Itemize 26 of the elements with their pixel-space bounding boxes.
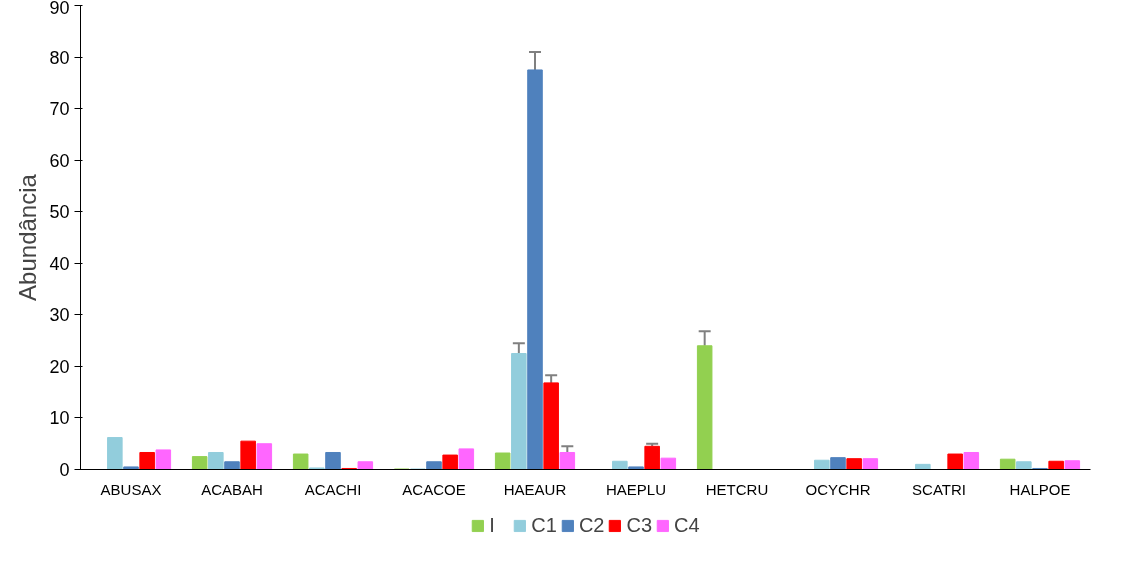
legend-label: C1: [531, 513, 557, 537]
y-tick-label: 40: [49, 253, 70, 274]
y-tick-label: 50: [49, 202, 70, 223]
x-tick-label: HAEPLU: [605, 480, 667, 498]
x-tick-label: SCATRI: [912, 480, 966, 498]
y-axis-title: Abundância: [14, 173, 42, 301]
x-tick-label: HALPOE: [1009, 480, 1071, 498]
x-tick-label: ACABAH: [201, 480, 263, 498]
legend-label: C2: [578, 513, 605, 537]
y-tick-label: 70: [49, 99, 70, 120]
x-tick-label: HAEAUR: [503, 480, 567, 498]
y-tick-label: 60: [49, 150, 70, 171]
legend-label: I: [489, 513, 496, 537]
y-tick-label: 10: [49, 408, 70, 429]
x-tick-label: ABUSAX: [100, 480, 162, 498]
x-tick-label: HETCRU: [705, 480, 769, 498]
y-tick-label: 20: [49, 356, 70, 377]
legend-label: C4: [674, 513, 700, 537]
y-tick-label: 80: [49, 47, 70, 68]
y-tick-label: 0: [59, 460, 70, 480]
x-tick-label: OCYCHR: [805, 480, 871, 498]
x-tick-label: ACACHI: [304, 480, 362, 498]
legend-label: C3: [626, 513, 653, 537]
x-tick-label: ACACOE: [402, 480, 466, 498]
y-tick-label: 30: [49, 305, 70, 326]
y-tick-label: 90: [49, 0, 70, 18]
